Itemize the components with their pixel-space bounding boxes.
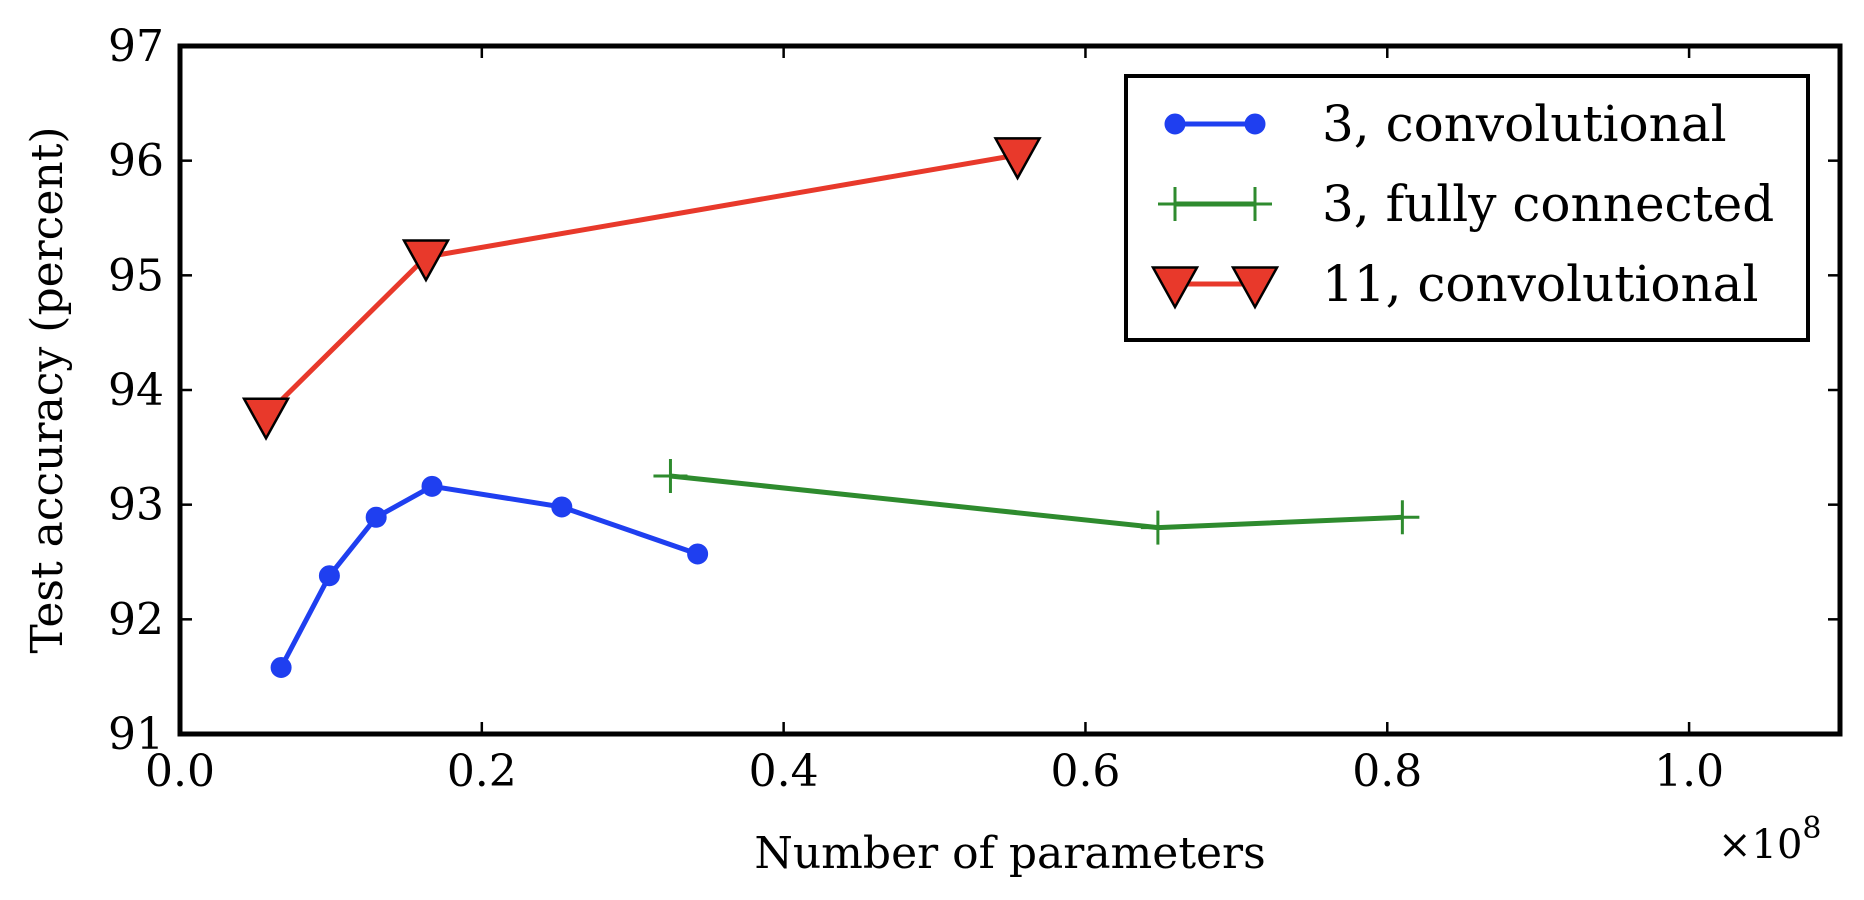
series-1-point-2: [1385, 500, 1420, 535]
x-tick-label-4: 0.8: [1352, 746, 1422, 797]
legend-entry-1: 3, fully connected: [1158, 175, 1774, 233]
series-2-point-0: [241, 397, 291, 441]
y-tick-label-2: 93: [108, 480, 164, 531]
legend-entry-0-label: 3, convolutional: [1322, 95, 1727, 153]
axis-ticks-layer: 0.0 0.2 0.4 0.6 0.8 1.0 91 92 93 94 95 96 97: [108, 21, 1840, 797]
chart-legend: 3, convolutional 3, fully connected 11, co…: [1124, 74, 1810, 342]
legend-box: [1124, 74, 1810, 342]
x-axis-exponent-base: ×10: [1718, 822, 1802, 868]
series-0-point-5: [687, 543, 709, 565]
y-tick-label-4: 95: [108, 250, 164, 301]
legend-entry-0-marker-end: [1244, 113, 1266, 135]
legend-entry-2-label: 11, convolutional: [1322, 255, 1758, 313]
x-tick-label-5: 1.0: [1654, 746, 1724, 797]
series-2-point-1: [401, 239, 451, 283]
series-2-point-2: [993, 137, 1042, 181]
series-1-point-1: [1140, 510, 1175, 545]
legend-entry-1-marker-end: [1238, 187, 1272, 221]
y-tick-label-1: 92: [108, 594, 164, 645]
x-tick-label-0: 0.0: [145, 746, 215, 797]
legend-entry-0: 3, convolutional: [1164, 95, 1727, 153]
x-tick-label-2: 0.4: [749, 746, 819, 797]
series-0-line: [278, 483, 699, 669]
x-tick-label-1: 0.2: [447, 746, 517, 797]
x-axis-title: Number of parameters: [754, 828, 1265, 879]
legend-entry-1-label: 3, fully connected: [1322, 175, 1774, 233]
series-0-point-0: [270, 656, 292, 678]
series-0-point-1: [318, 565, 340, 587]
legend-entry-2: 11, convolutional: [1150, 255, 1758, 313]
series-0-point-2: [365, 506, 387, 528]
y-axis-title: Test accuracy (percent): [22, 126, 73, 653]
legend-entry-2-marker-end: [1230, 266, 1280, 310]
x-tick-label-3: 0.6: [1050, 746, 1120, 797]
x-axis-exponent-power: 8: [1802, 811, 1821, 846]
series-0: [270, 475, 709, 678]
series-2: [241, 137, 1042, 441]
y-tick-label-5: 96: [108, 136, 164, 187]
series-0-point-4: [551, 496, 573, 518]
y-tick-label-0: 91: [108, 709, 164, 760]
y-tick-label-6: 97: [108, 21, 164, 72]
series-1-point-0: [653, 459, 688, 493]
y-tick-label-3: 94: [108, 365, 164, 416]
legend-entry-1-marker-start: [1158, 187, 1192, 221]
legend-entry-0-marker-start: [1164, 113, 1186, 135]
series-0-point-3: [421, 475, 443, 497]
series-1-line: [670, 473, 1403, 531]
series-1: [653, 459, 1420, 545]
x-axis-exponent: ×108: [1718, 811, 1822, 868]
series-2-line: [264, 152, 1018, 418]
legend-entry-2-marker-start: [1150, 266, 1200, 310]
chart-marks-layer: [241, 137, 1420, 678]
